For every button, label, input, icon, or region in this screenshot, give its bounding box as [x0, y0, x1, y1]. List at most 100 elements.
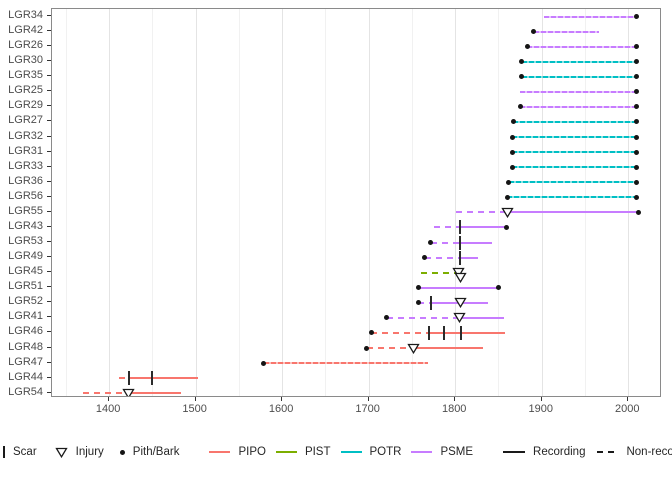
pith-bark-dot	[509, 134, 515, 140]
pith-bark-dot	[261, 360, 267, 366]
x-tick-label: 1600	[268, 403, 294, 415]
legend-item: Injury	[55, 446, 104, 458]
series-segment	[386, 316, 460, 319]
gridline-major	[109, 9, 111, 396]
series-segment	[429, 331, 506, 334]
legend-label: Scar	[13, 446, 37, 458]
pith-bark-dot	[415, 300, 421, 306]
pith-bark-dot	[422, 255, 428, 261]
series-segment	[434, 226, 461, 229]
y-tick	[47, 180, 51, 182]
y-tick-label: LGR32	[8, 129, 43, 142]
x-tick	[454, 397, 456, 401]
y-tick-label: LGR30	[8, 54, 43, 67]
gridline-major	[195, 9, 197, 396]
pith-bark-dot	[509, 164, 515, 170]
y-tick-label: LGR43	[8, 219, 43, 232]
x-tick	[540, 397, 542, 401]
series-segment	[513, 120, 637, 123]
gridline-major	[541, 9, 543, 396]
series-segment	[460, 256, 478, 259]
injury-mark	[454, 298, 467, 309]
legend-label: POTR	[369, 446, 402, 458]
y-tick-label: LGR35	[8, 69, 43, 82]
y-tick	[47, 60, 51, 62]
series-segment	[128, 392, 181, 395]
series-segment	[460, 226, 507, 229]
x-tick-label: 1700	[355, 403, 380, 415]
series-segment	[418, 301, 431, 304]
pith-bark-dot	[634, 59, 640, 65]
pith-bark-dot	[384, 315, 390, 321]
pith-bark-dot	[634, 89, 640, 95]
injury-mark	[453, 313, 466, 324]
gridline-minor	[238, 9, 240, 396]
legend-item: POTR	[340, 446, 402, 458]
series-segment	[366, 347, 414, 350]
y-tick-label: LGR26	[8, 39, 43, 52]
x-tick	[108, 397, 110, 401]
series-segment	[521, 60, 637, 63]
pith-bark-dot	[519, 59, 525, 65]
y-axis-labels: LGR34 LGR42 LGR26 LGR30 LGR35 LGR25 LGR29 LGR27…	[0, 8, 46, 398]
legend-item: Pith/Bark	[119, 446, 179, 458]
y-tick-label: LGR45	[8, 265, 43, 278]
pith-bark-dot	[368, 330, 374, 336]
series-segment	[512, 136, 637, 139]
y-tick	[47, 45, 51, 47]
y-tick	[47, 316, 51, 318]
gridline-minor	[65, 9, 67, 396]
series-segment	[508, 181, 637, 184]
x-tick-label: 1900	[528, 403, 553, 415]
gridline-minor	[584, 9, 586, 396]
series-segment	[371, 331, 430, 334]
y-tick-label: LGR51	[8, 280, 43, 293]
y-tick	[47, 331, 51, 333]
y-tick	[47, 120, 51, 122]
y-tick	[47, 75, 51, 77]
pith-bark-dot	[634, 149, 640, 155]
y-tick-label: LGR27	[8, 114, 43, 127]
y-tick	[47, 165, 51, 167]
series-segment	[521, 75, 637, 78]
scar-mark	[442, 325, 445, 340]
gridline-minor	[411, 9, 413, 396]
pith-bark-dot	[428, 240, 434, 246]
y-tick-label: LGR44	[8, 370, 43, 383]
gridline-major	[455, 9, 457, 396]
pith-bark-dot	[634, 119, 640, 125]
y-tick-label: LGR56	[8, 189, 43, 202]
legend-label: PIST	[304, 446, 331, 458]
x-tick-label: 1400	[95, 403, 121, 415]
plot-panel	[51, 8, 661, 397]
pith-bark-dot	[517, 104, 523, 110]
pith-bark-dot	[506, 179, 512, 185]
legend-item: Scar	[3, 446, 37, 458]
y-tick	[47, 241, 51, 243]
gridline-major	[368, 9, 370, 396]
series-segment	[420, 271, 459, 274]
y-tick	[47, 346, 51, 348]
y-tick-label: LGR49	[8, 250, 43, 263]
series-segment	[520, 105, 637, 108]
series-segment	[520, 90, 637, 93]
non-recording-line-key-icon	[597, 451, 619, 453]
injury-mark	[500, 207, 514, 218]
y-tick	[47, 105, 51, 107]
y-tick	[47, 135, 51, 137]
gridline-minor	[325, 9, 327, 396]
y-tick	[47, 256, 51, 258]
x-tick-label: 1800	[441, 403, 467, 415]
gridline-minor	[498, 9, 500, 396]
legend-item: PIST	[275, 446, 331, 458]
series-segment	[119, 377, 129, 380]
pith-bark-dot	[504, 194, 510, 200]
injury-mark	[121, 388, 135, 396]
y-tick	[47, 150, 51, 152]
legend-label: PIPO	[238, 446, 266, 458]
y-tick	[47, 210, 51, 212]
y-tick	[47, 301, 51, 303]
injury-key-triangle-icon	[55, 447, 68, 458]
y-tick-label: LGR29	[8, 99, 43, 112]
